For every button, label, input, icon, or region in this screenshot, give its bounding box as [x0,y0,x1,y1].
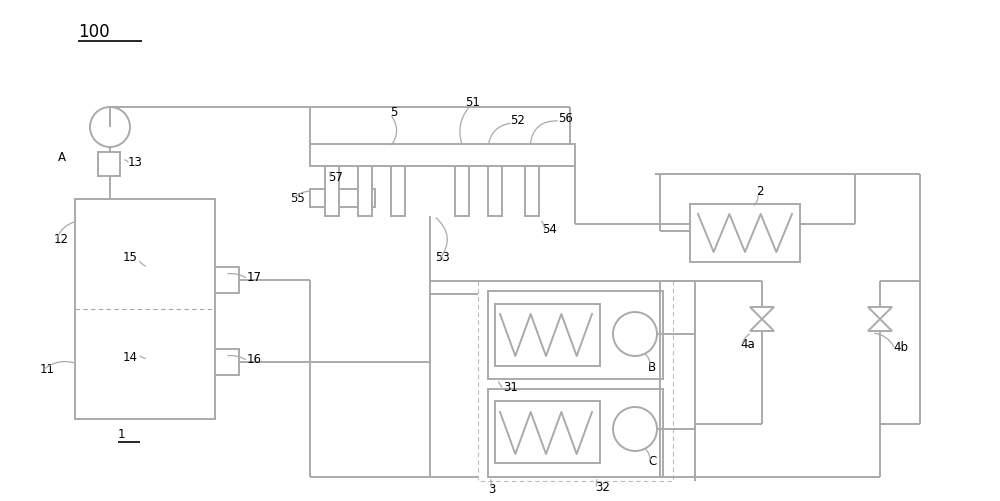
Text: C: C [648,454,656,467]
Bar [215,349,239,375]
Text: 17: 17 [247,271,262,284]
Text: 3: 3 [488,482,495,495]
Bar [391,167,405,216]
Text: 13: 13 [128,156,143,169]
Text: 2: 2 [756,185,764,198]
Text: 16: 16 [247,353,262,366]
Text: 54: 54 [542,223,557,236]
Bar [215,268,239,294]
Circle shape [613,407,657,451]
Text: 5: 5 [390,105,397,118]
Text: 32: 32 [595,480,610,493]
Text: 55: 55 [290,192,305,205]
Bar [525,167,539,216]
Text: 15: 15 [123,251,137,264]
Text: 56: 56 [558,111,573,124]
Bar [98,153,120,177]
Text: 53: 53 [435,251,450,264]
Bar [325,167,339,216]
Text: B: B [648,361,656,374]
Text: A: A [58,151,66,164]
Text: 12: 12 [54,233,69,246]
Bar [455,167,469,216]
Text: 11: 11 [40,363,55,376]
Bar [690,204,800,263]
Circle shape [90,108,130,148]
Bar [488,292,663,379]
Bar [488,167,502,216]
Bar [495,305,600,366]
Text: 51: 51 [465,96,480,109]
Bar [310,145,575,167]
Circle shape [613,313,657,356]
Bar [495,401,600,463]
Bar [358,167,372,216]
Text: 4a: 4a [740,338,755,351]
Bar [75,199,215,419]
Text: 52: 52 [510,114,525,127]
Text: 31: 31 [503,381,518,394]
Text: 1: 1 [118,428,126,440]
Text: 100: 100 [78,23,110,41]
Bar [478,282,673,481]
Bar [310,189,375,207]
Text: 14: 14 [123,351,138,364]
Bar [488,389,663,477]
Text: 4b: 4b [893,341,908,354]
Text: 57: 57 [328,171,343,184]
